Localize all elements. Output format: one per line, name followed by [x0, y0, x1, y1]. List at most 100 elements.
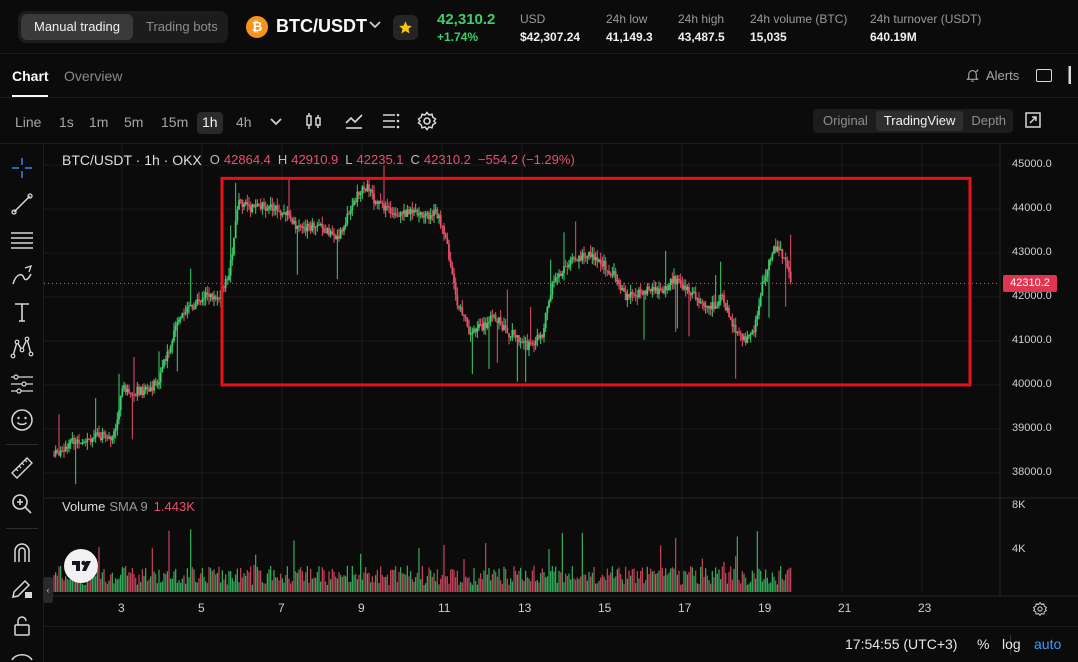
- candle-body: [511, 330, 514, 337]
- timeframe-5m[interactable]: 5m: [124, 114, 144, 130]
- volume-bar: [755, 578, 757, 592]
- tradingview-logo[interactable]: [64, 549, 98, 583]
- collapse-tools-button[interactable]: ‹: [43, 577, 53, 603]
- volume-bar: [240, 567, 242, 592]
- candle-body: [668, 285, 670, 291]
- candle-body: [256, 203, 259, 207]
- tab-overview[interactable]: Overview: [64, 68, 123, 84]
- volume-bar: [551, 566, 553, 592]
- candle-body: [108, 436, 110, 439]
- view-original[interactable]: Original: [823, 113, 868, 128]
- candle-body: [74, 442, 77, 444]
- prediction-icon[interactable]: [10, 372, 34, 396]
- stat-label: 24h low: [606, 12, 648, 26]
- volume-bar: [703, 576, 705, 592]
- stat-label: 24h volume (BTC): [750, 12, 848, 26]
- timeframe-4h[interactable]: 4h: [236, 114, 252, 130]
- manual-trading-tab[interactable]: Manual trading: [21, 14, 133, 40]
- candle-body: [453, 273, 455, 284]
- timeframe-1h[interactable]: 1h: [197, 112, 223, 134]
- pencil-lock-icon[interactable]: [10, 576, 34, 600]
- candle-body: [589, 251, 592, 257]
- candle-body: [593, 254, 595, 261]
- stat-24h-turnover: 24h turnover (USDT) 640.19M: [870, 12, 981, 44]
- volume-bar: [458, 584, 460, 592]
- chevron-down-icon[interactable]: [266, 111, 286, 131]
- emoji-icon[interactable]: [10, 408, 34, 432]
- indicators-icon[interactable]: [344, 111, 364, 131]
- volume-bar: [245, 575, 247, 592]
- crosshair-icon[interactable]: [10, 156, 34, 180]
- volume-bar: [753, 572, 755, 592]
- layout-icon[interactable]: [1036, 69, 1052, 82]
- brush-icon[interactable]: [10, 264, 34, 288]
- percent-scale-toggle[interactable]: %: [977, 636, 990, 652]
- gear-icon[interactable]: [417, 111, 437, 131]
- candle-body: [139, 387, 142, 395]
- ruler-icon[interactable]: [10, 456, 34, 480]
- volume-bar: [780, 566, 782, 592]
- list-settings-icon[interactable]: [381, 111, 401, 131]
- fullscreen-icon[interactable]: [1025, 112, 1041, 128]
- volume-bar: [435, 581, 437, 592]
- pair-title[interactable]: BTC/USDT: [276, 16, 367, 36]
- candle-body: [551, 282, 554, 296]
- candle-body: [479, 324, 482, 326]
- trend-line-icon[interactable]: [10, 192, 34, 216]
- alerts-button[interactable]: Alerts: [965, 68, 1019, 83]
- stat-label: 24h turnover (USDT): [870, 12, 982, 26]
- volume-bar: [683, 570, 685, 592]
- horizontal-lines-icon[interactable]: [10, 228, 34, 252]
- utc-clock[interactable]: 17:54:55 (UTC+3): [845, 636, 958, 652]
- volume-bar: [778, 570, 780, 592]
- candle-body: [674, 275, 677, 285]
- timeframe-15m[interactable]: 15m: [161, 114, 189, 130]
- view-depth[interactable]: Depth: [971, 113, 1007, 128]
- candle-body: [358, 191, 360, 195]
- timeframe-line[interactable]: Line: [15, 114, 42, 130]
- volume-bar: [628, 570, 630, 592]
- candle-body: [441, 225, 444, 227]
- zoom-in-icon[interactable]: [10, 492, 34, 516]
- tab-chart[interactable]: Chart: [12, 68, 49, 84]
- axis-settings-icon[interactable]: [1032, 601, 1048, 617]
- trading-bots-tab[interactable]: Trading bots: [146, 19, 218, 34]
- more-icon[interactable]: [1068, 66, 1072, 84]
- volume-bar: [613, 578, 615, 592]
- volume-bar: [388, 584, 390, 592]
- candle-body: [741, 333, 744, 340]
- volume-bar: [343, 575, 345, 592]
- log-scale-toggle[interactable]: log: [1002, 636, 1021, 652]
- volume-bar: [781, 578, 783, 592]
- volume-bar: [75, 576, 77, 592]
- candle-body: [134, 395, 137, 397]
- volume-bar: [108, 580, 110, 592]
- lock-icon[interactable]: [10, 614, 34, 638]
- view-tradingview[interactable]: TradingView: [875, 111, 964, 131]
- volume-bar: [768, 583, 770, 592]
- volume-bar: [611, 566, 613, 592]
- chart-view-switch: Original TradingView Depth: [813, 109, 1013, 133]
- price-chart[interactable]: [44, 144, 1078, 626]
- volume-bar: [201, 568, 203, 592]
- pattern-icon[interactable]: [10, 336, 34, 360]
- chevron-down-icon[interactable]: [368, 17, 382, 31]
- candlestick-type-icon[interactable]: [304, 111, 324, 131]
- candle-body: [271, 204, 274, 211]
- auto-scale-toggle[interactable]: auto: [1034, 636, 1062, 652]
- text-tool-icon[interactable]: [10, 300, 34, 324]
- volume-bar: [218, 566, 220, 592]
- volume-bar: [638, 578, 640, 592]
- timeframe-1m[interactable]: 1m: [89, 114, 109, 130]
- eye-icon[interactable]: [10, 648, 34, 662]
- candle-body: [733, 324, 735, 327]
- timeframe-1s[interactable]: 1s: [59, 114, 74, 130]
- tools-divider: [6, 444, 38, 445]
- candle-body: [306, 224, 309, 232]
- volume-bar: [291, 580, 293, 592]
- favorite-button[interactable]: [393, 15, 418, 40]
- volume-bar: [616, 569, 618, 592]
- candle-body: [191, 304, 194, 309]
- magnet-icon[interactable]: [10, 541, 34, 565]
- candle-body: [99, 437, 102, 441]
